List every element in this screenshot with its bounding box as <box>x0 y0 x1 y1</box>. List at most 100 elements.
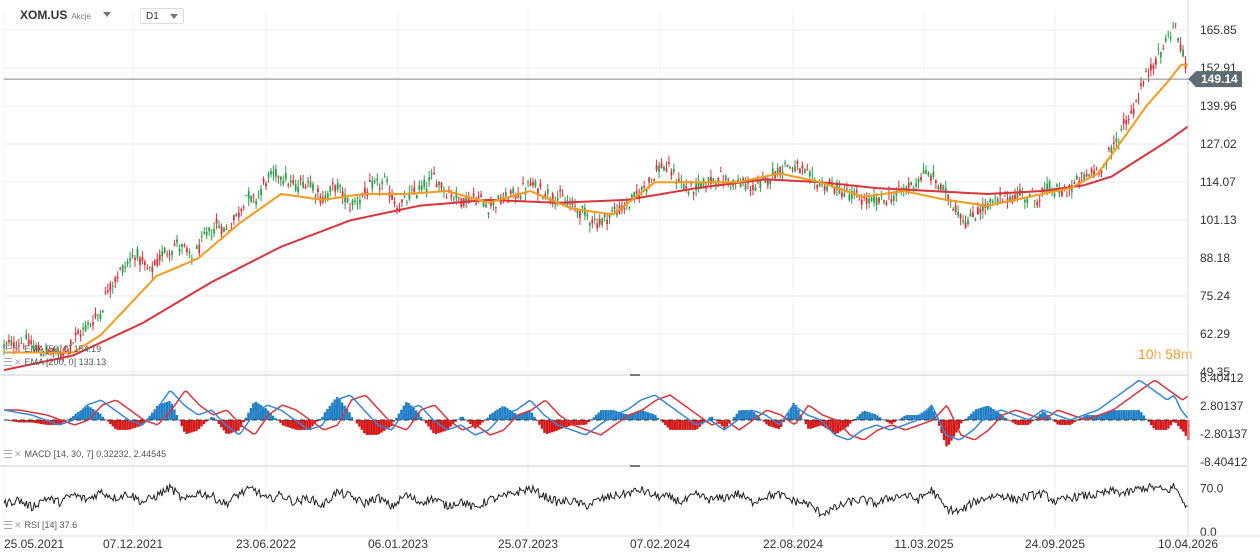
macd-hist-bar <box>222 420 225 431</box>
candle-body <box>465 196 468 203</box>
candle-body <box>79 334 82 337</box>
candle-body <box>104 291 107 293</box>
legend-macd[interactable]: ✕ MACD [14, 30, 7] 0.32232, 2.44545 <box>4 449 166 459</box>
macd-hist-bar <box>247 412 250 420</box>
macd-hist-bar <box>632 413 635 420</box>
macd-hist-bar <box>570 420 573 426</box>
macd-hist-bar <box>22 420 26 423</box>
legend-rsi[interactable]: ✕ RSI [14] 37.6 <box>4 520 77 530</box>
candle-body <box>769 180 772 184</box>
macd-hist-bar <box>646 412 650 420</box>
menu-icon[interactable] <box>4 521 12 529</box>
rsi-axis: 0.070.0 <box>1200 482 1224 539</box>
macd-hist-bar <box>1140 412 1143 420</box>
candle-body <box>942 185 945 191</box>
close-icon[interactable]: ✕ <box>14 357 22 367</box>
close-icon[interactable]: ✕ <box>14 344 22 354</box>
macd-hist-bar <box>313 420 317 424</box>
macd-hist-bar <box>905 415 909 420</box>
date-tick-label: 22.08.2024 <box>763 537 823 551</box>
macd-hist-bar <box>316 420 319 422</box>
macd-hist-bar <box>126 420 129 430</box>
candle-body <box>418 185 421 190</box>
macd-hist-bar <box>861 411 864 420</box>
macd-hist-bar <box>794 405 798 420</box>
macd-hist-bar <box>506 408 509 420</box>
macd-hist-bar <box>1177 420 1180 427</box>
macd-hist-bar <box>17 420 21 423</box>
legend-ema200[interactable]: ✕ EMA [200, 0] 133.13 <box>4 357 106 367</box>
macd-hist-bar <box>1011 420 1015 423</box>
macd-hist-bar <box>572 420 576 425</box>
candle-body <box>136 248 139 258</box>
legend-ema50[interactable]: ✕ EMA [50, 0] 154.19 <box>4 344 101 354</box>
date-tick-label: 25.07.2023 <box>498 537 558 551</box>
macd-hist-bar <box>239 420 243 428</box>
candle-body <box>855 190 858 193</box>
candle-body <box>116 276 119 279</box>
candle-body <box>245 195 248 197</box>
macd-hist-bar <box>476 420 479 428</box>
macd-hist-bar <box>720 420 724 427</box>
macd-hist-bar <box>7 420 11 421</box>
macd-hist-bar <box>622 413 625 420</box>
macd-hist-bar <box>918 414 921 420</box>
ema200-line <box>3 125 1189 372</box>
macd-hist-bar <box>262 406 265 420</box>
candle-body <box>181 243 183 247</box>
macd-hist-bar <box>974 409 978 420</box>
candle-body <box>964 222 967 229</box>
candle-body <box>356 202 359 205</box>
macd-hist-bar <box>469 420 472 425</box>
macd-hist-bar <box>565 420 568 428</box>
macd-hist-bar <box>210 416 213 420</box>
macd-hist-bar <box>192 420 196 432</box>
macd-hist-bar <box>1071 420 1074 424</box>
candle-body <box>341 191 344 198</box>
candle-body <box>50 353 52 355</box>
macd-hist-bar <box>158 404 161 420</box>
timeframe-selector[interactable]: D1 <box>140 8 184 24</box>
menu-icon[interactable] <box>4 345 12 353</box>
macd-hist-bar <box>501 406 504 420</box>
macd-hist-bar <box>866 411 869 420</box>
candle-body <box>1172 25 1175 27</box>
candle-body <box>428 177 431 181</box>
macd-hist-bar <box>1041 411 1044 420</box>
close-icon[interactable]: ✕ <box>14 449 22 459</box>
candle-body <box>695 181 698 191</box>
candle-body <box>892 195 895 201</box>
candle-body <box>265 183 267 187</box>
macd-hist-bar <box>715 420 719 422</box>
macd-hist-bar <box>530 412 534 420</box>
candle-body <box>371 180 374 189</box>
candle-body <box>596 223 599 229</box>
macd-hist-bar <box>992 409 995 420</box>
date-tick-label: 23.06.2022 <box>236 537 296 551</box>
macd-hist-bar <box>1115 410 1118 420</box>
candle-body <box>519 196 522 200</box>
candle-body <box>406 202 408 204</box>
macd-hist-bar <box>525 411 529 420</box>
close-icon[interactable]: ✕ <box>14 520 22 530</box>
macd-hist-bar <box>1103 413 1106 420</box>
candle-body <box>208 227 211 231</box>
symbol-selector[interactable]: XOM.US Akcje <box>20 8 111 22</box>
candle-body <box>707 177 710 182</box>
candle-body <box>331 182 334 185</box>
candle-body <box>171 251 173 255</box>
candle-body <box>996 198 999 205</box>
pane-separators[interactable] <box>0 0 1260 537</box>
macd-hist-bar <box>109 420 112 424</box>
menu-icon[interactable] <box>4 450 12 458</box>
macd-hist-bar <box>592 417 595 420</box>
macd-hist-bar <box>355 420 359 424</box>
macd-hist-bar <box>121 420 124 430</box>
menu-icon[interactable] <box>4 358 12 366</box>
candle-body <box>134 257 136 261</box>
macd-hist-bar <box>397 413 401 420</box>
macd-hist-bar <box>373 420 376 435</box>
macd-hist-bar <box>1031 420 1034 422</box>
candle-body <box>336 182 339 190</box>
